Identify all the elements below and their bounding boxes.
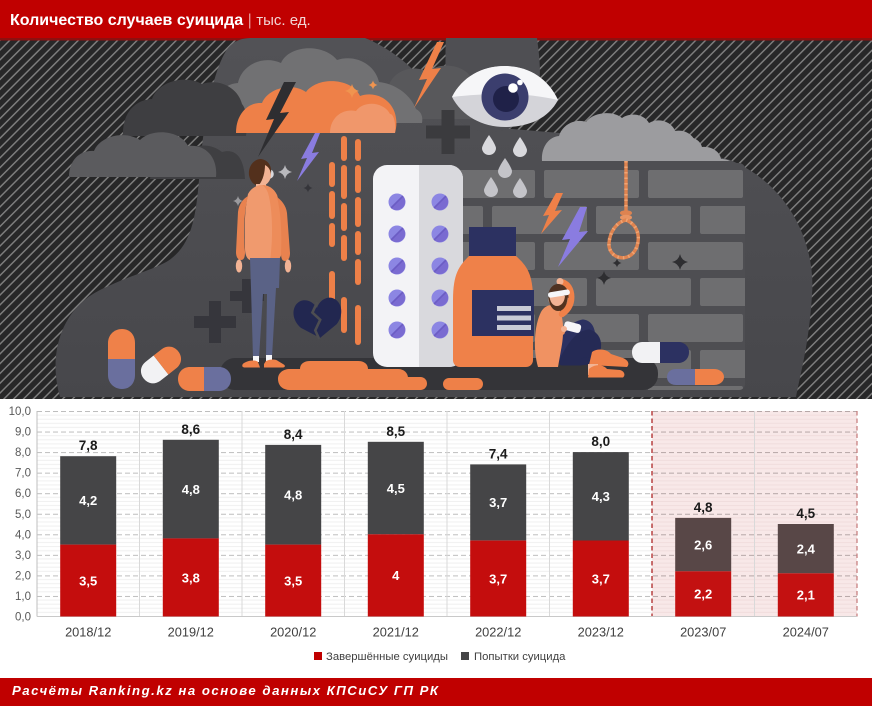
svg-text:8,0: 8,0 bbox=[591, 434, 610, 449]
svg-text:4,5: 4,5 bbox=[796, 506, 815, 521]
svg-text:2020/12: 2020/12 bbox=[270, 625, 316, 640]
svg-text:7,8: 7,8 bbox=[79, 438, 98, 453]
svg-text:2022/12: 2022/12 bbox=[475, 625, 521, 640]
svg-text:2,1: 2,1 bbox=[797, 588, 815, 603]
svg-text:4,8: 4,8 bbox=[182, 482, 200, 497]
svg-text:7,0: 7,0 bbox=[15, 468, 31, 480]
svg-text:4,5: 4,5 bbox=[387, 481, 405, 496]
svg-text:8,5: 8,5 bbox=[386, 424, 405, 439]
svg-text:9,0: 9,0 bbox=[15, 427, 31, 439]
svg-text:3,7: 3,7 bbox=[489, 495, 507, 510]
svg-text:3,7: 3,7 bbox=[592, 571, 610, 586]
svg-text:4,8: 4,8 bbox=[284, 488, 302, 503]
svg-text:3,5: 3,5 bbox=[79, 573, 97, 588]
svg-text:2023/12: 2023/12 bbox=[578, 625, 624, 640]
svg-text:4,2: 4,2 bbox=[79, 493, 97, 508]
svg-text:4: 4 bbox=[392, 568, 400, 583]
svg-text:5,0: 5,0 bbox=[15, 509, 31, 521]
svg-text:Завершённые суициды: Завершённые суициды bbox=[326, 651, 448, 663]
svg-text:3,7: 3,7 bbox=[489, 571, 507, 586]
svg-text:8,0: 8,0 bbox=[15, 447, 31, 459]
svg-text:2,4: 2,4 bbox=[797, 542, 816, 557]
svg-text:2019/12: 2019/12 bbox=[168, 625, 214, 640]
svg-text:4,8: 4,8 bbox=[694, 500, 713, 515]
svg-text:Количество случаев суицида | т: Количество случаев суицида | тыс. ед. bbox=[10, 12, 311, 29]
svg-text:4,0: 4,0 bbox=[15, 529, 31, 541]
svg-text:3,8: 3,8 bbox=[182, 570, 200, 585]
svg-text:2,2: 2,2 bbox=[694, 587, 712, 602]
svg-text:1,0: 1,0 bbox=[15, 591, 31, 603]
svg-text:3,0: 3,0 bbox=[15, 550, 31, 562]
svg-text:2,0: 2,0 bbox=[15, 570, 31, 582]
svg-text:2023/07: 2023/07 bbox=[680, 625, 726, 640]
svg-text:Расчёты Ranking.kz на основе д: Расчёты Ranking.kz на основе данных КПСи… bbox=[12, 683, 440, 698]
svg-text:10,0: 10,0 bbox=[9, 406, 31, 418]
svg-text:4,3: 4,3 bbox=[592, 489, 610, 504]
svg-text:0,0: 0,0 bbox=[15, 612, 31, 624]
svg-text:2018/12: 2018/12 bbox=[65, 625, 111, 640]
svg-text:8,6: 8,6 bbox=[181, 422, 200, 437]
svg-text:7,4: 7,4 bbox=[489, 446, 508, 461]
svg-text:2021/12: 2021/12 bbox=[373, 625, 419, 640]
svg-text:3,5: 3,5 bbox=[284, 573, 302, 588]
svg-text:8,4: 8,4 bbox=[284, 427, 303, 442]
svg-text:2024/07: 2024/07 bbox=[783, 625, 829, 640]
svg-text:Попытки суицида: Попытки суицида bbox=[474, 651, 566, 663]
svg-text:6,0: 6,0 bbox=[15, 488, 31, 500]
svg-text:2,6: 2,6 bbox=[694, 537, 712, 552]
